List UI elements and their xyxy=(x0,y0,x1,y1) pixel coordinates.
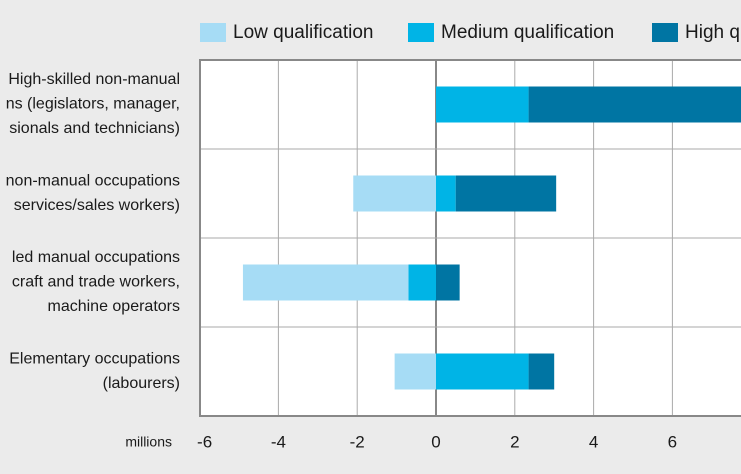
bar xyxy=(394,353,436,390)
legend-swatch xyxy=(408,23,434,42)
bar xyxy=(528,353,555,390)
bar xyxy=(436,86,529,123)
x-tick-label: 6 xyxy=(668,432,677,451)
bar xyxy=(436,175,456,212)
x-axis-label: millions xyxy=(125,434,172,450)
legend-label: Low qualification xyxy=(233,22,373,43)
category-label: machine operators xyxy=(47,298,180,315)
category-label: craft and trade workers, xyxy=(12,274,180,291)
legend-label: Medium qualification xyxy=(441,22,614,43)
bar xyxy=(436,353,529,390)
category-label: non-manual occupations xyxy=(6,172,180,189)
legend-swatch xyxy=(200,23,226,42)
x-tick-label: -6 xyxy=(197,432,212,451)
category-label: High-skilled non-manual xyxy=(8,71,180,88)
category-label: services/sales workers) xyxy=(14,197,180,214)
bar xyxy=(528,86,741,123)
legend-label: High qu xyxy=(685,22,741,43)
bar xyxy=(242,264,409,301)
category-label: (labourers) xyxy=(103,375,180,392)
x-tick-label: 0 xyxy=(431,432,440,451)
category-label: led manual occupations xyxy=(12,249,180,266)
category-label: Elementary occupations xyxy=(9,350,180,367)
x-tick-label: -4 xyxy=(271,432,286,451)
legend-swatch xyxy=(652,23,678,42)
category-label: sionals and technicians) xyxy=(9,120,180,137)
plot-frame xyxy=(199,59,741,417)
bar xyxy=(436,264,460,301)
category-label: ns (legislators, manager, xyxy=(6,96,180,113)
bar xyxy=(353,175,436,212)
bar xyxy=(455,175,557,212)
x-tick-label: 4 xyxy=(589,432,598,451)
plot xyxy=(200,60,741,416)
bar xyxy=(408,264,436,301)
x-tick-label: 2 xyxy=(510,432,519,451)
x-tick-label: -2 xyxy=(350,432,365,451)
